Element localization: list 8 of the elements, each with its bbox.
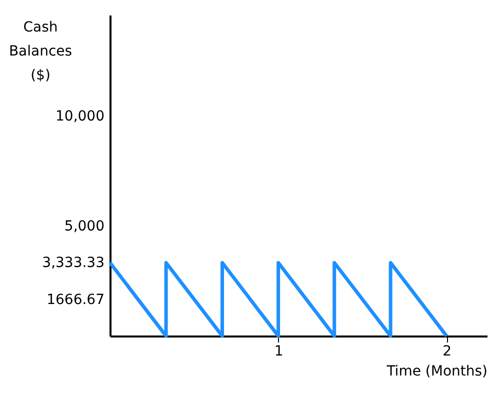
y-tick-label: 10,000 <box>56 108 104 125</box>
y-tick-label: 3,333.33 <box>42 255 104 272</box>
y-axis-title: Cash Balances ($) <box>8 20 72 84</box>
x-tick-label: 2 <box>442 344 452 360</box>
x-axis-title: Time (Months) <box>386 364 488 380</box>
x-tick-label: 1 <box>274 344 284 360</box>
y-tick-label: 5,000 <box>64 218 104 235</box>
y-tick-label: 1666.67 <box>46 292 104 308</box>
